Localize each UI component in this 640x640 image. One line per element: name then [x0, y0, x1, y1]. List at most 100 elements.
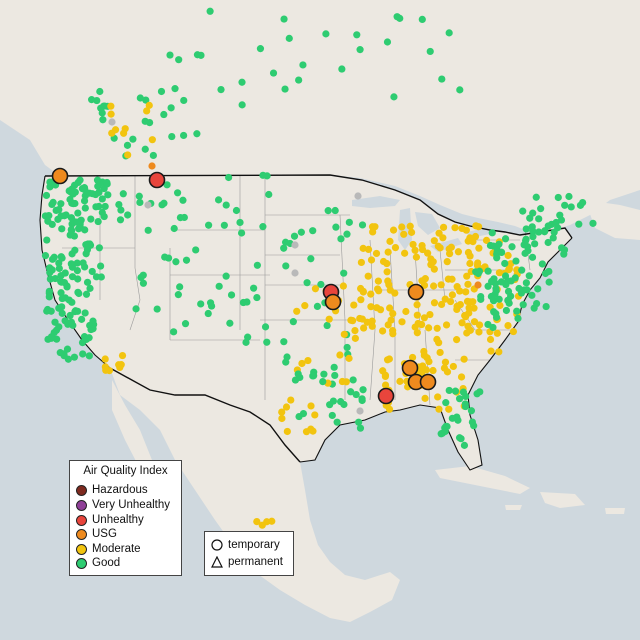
- monitor-marker[interactable]: [299, 61, 307, 69]
- monitor-marker[interactable]: [445, 386, 453, 395]
- monitor-marker[interactable]: [514, 314, 522, 323]
- monitor-marker[interactable]: [287, 396, 295, 404]
- monitor-marker[interactable]: [464, 280, 472, 288]
- monitor-marker[interactable]: [390, 93, 398, 101]
- monitor-marker[interactable]: [205, 221, 213, 229]
- monitor-marker[interactable]: [311, 285, 320, 293]
- monitor-marker[interactable]: [83, 278, 92, 286]
- monitor-marker[interactable]: [439, 223, 448, 231]
- monitor-marker[interactable]: [290, 232, 299, 240]
- monitor-marker[interactable]: [79, 350, 87, 358]
- monitor-marker[interactable]: [256, 45, 265, 53]
- monitor-marker[interactable]: [297, 228, 305, 236]
- monitor-marker[interactable]: [504, 321, 512, 330]
- monitor-marker[interactable]: [511, 274, 519, 282]
- monitor-marker[interactable]: [367, 290, 375, 298]
- monitor-marker[interactable]: [475, 244, 483, 252]
- monitor-marker[interactable]: [448, 414, 456, 422]
- monitor-marker[interactable]: [325, 315, 333, 323]
- monitor-marker[interactable]: [357, 296, 365, 304]
- monitor-marker[interactable]: [81, 204, 89, 212]
- monitor-marker[interactable]: [340, 269, 348, 277]
- monitor-marker[interactable]: [163, 181, 171, 189]
- monitor-marker[interactable]: [129, 135, 137, 143]
- monitor-marker[interactable]: [398, 223, 406, 231]
- monitor-marker[interactable]: [124, 211, 132, 219]
- monitor-marker[interactable]: [47, 307, 55, 315]
- monitor-marker[interactable]: [426, 310, 434, 319]
- monitor-marker[interactable]: [461, 400, 469, 408]
- monitor-marker[interactable]: [398, 318, 406, 326]
- monitor-marker[interactable]: [426, 47, 434, 56]
- monitor-marker[interactable]: [535, 215, 543, 223]
- monitor-marker[interactable]: [153, 305, 161, 313]
- monitor-marker[interactable]: [171, 85, 179, 93]
- monitor-marker[interactable]: [437, 300, 446, 309]
- monitor-marker[interactable]: [181, 320, 190, 328]
- monitor-marker[interactable]: [172, 258, 180, 266]
- monitor-marker[interactable]: [278, 414, 286, 423]
- monitor-marker[interactable]: [73, 267, 81, 275]
- monitor-marker[interactable]: [406, 222, 414, 230]
- monitor-marker[interactable]: [379, 327, 387, 335]
- monitor-marker[interactable]: [55, 264, 63, 273]
- monitor-marker[interactable]: [377, 387, 395, 405]
- monitor-marker[interactable]: [294, 370, 302, 378]
- monitor-marker[interactable]: [324, 293, 342, 311]
- monitor-marker[interactable]: [457, 373, 466, 381]
- monitor-marker[interactable]: [372, 249, 381, 258]
- monitor-marker[interactable]: [307, 255, 315, 263]
- monitor-marker[interactable]: [238, 101, 246, 109]
- monitor-marker[interactable]: [67, 214, 75, 222]
- monitor-marker[interactable]: [87, 215, 95, 223]
- monitor-marker[interactable]: [331, 371, 339, 380]
- monitor-marker[interactable]: [515, 284, 523, 293]
- monitor-marker[interactable]: [418, 368, 426, 376]
- monitor-marker[interactable]: [66, 311, 74, 320]
- monitor-marker[interactable]: [86, 284, 94, 292]
- monitor-marker[interactable]: [523, 243, 532, 251]
- monitor-marker[interactable]: [192, 246, 200, 254]
- monitor-marker[interactable]: [167, 104, 175, 112]
- monitor-marker[interactable]: [345, 354, 353, 362]
- monitor-marker[interactable]: [502, 281, 510, 289]
- monitor-marker[interactable]: [374, 277, 382, 285]
- monitor-marker[interactable]: [281, 85, 289, 93]
- monitor-marker[interactable]: [396, 377, 404, 385]
- monitor-marker[interactable]: [298, 359, 306, 368]
- monitor-marker[interactable]: [442, 321, 451, 329]
- monitor-marker[interactable]: [283, 427, 291, 436]
- monitor-marker[interactable]: [504, 251, 512, 260]
- monitor-marker[interactable]: [384, 321, 392, 329]
- monitor-marker[interactable]: [61, 269, 69, 277]
- monitor-marker[interactable]: [447, 243, 455, 251]
- monitor-marker[interactable]: [425, 324, 433, 332]
- monitor-marker[interactable]: [176, 214, 185, 222]
- monitor-marker[interactable]: [222, 272, 230, 280]
- monitor-marker[interactable]: [535, 228, 543, 236]
- monitor-marker[interactable]: [93, 176, 102, 184]
- monitor-marker[interactable]: [430, 299, 439, 307]
- monitor-marker[interactable]: [462, 288, 470, 296]
- monitor-marker[interactable]: [309, 227, 317, 235]
- monitor-marker[interactable]: [435, 339, 443, 347]
- monitor-marker[interactable]: [389, 226, 398, 234]
- monitor-marker[interactable]: [449, 362, 457, 371]
- monitor-marker[interactable]: [448, 291, 457, 299]
- monitor-marker[interactable]: [413, 301, 421, 309]
- monitor-marker[interactable]: [474, 223, 483, 231]
- monitor-marker[interactable]: [323, 321, 331, 330]
- monitor-marker[interactable]: [529, 233, 537, 241]
- monitor-marker[interactable]: [356, 424, 365, 432]
- monitor-marker[interactable]: [179, 196, 187, 204]
- monitor-marker[interactable]: [55, 259, 63, 267]
- monitor-marker[interactable]: [519, 301, 527, 309]
- monitor-marker[interactable]: [85, 352, 93, 360]
- monitor-marker[interactable]: [487, 277, 496, 286]
- monitor-marker[interactable]: [430, 282, 438, 290]
- monitor-marker[interactable]: [291, 269, 299, 277]
- monitor-marker[interactable]: [487, 347, 495, 355]
- monitor-marker[interactable]: [385, 355, 393, 363]
- monitor-marker[interactable]: [57, 212, 65, 220]
- monitor-marker[interactable]: [384, 248, 392, 256]
